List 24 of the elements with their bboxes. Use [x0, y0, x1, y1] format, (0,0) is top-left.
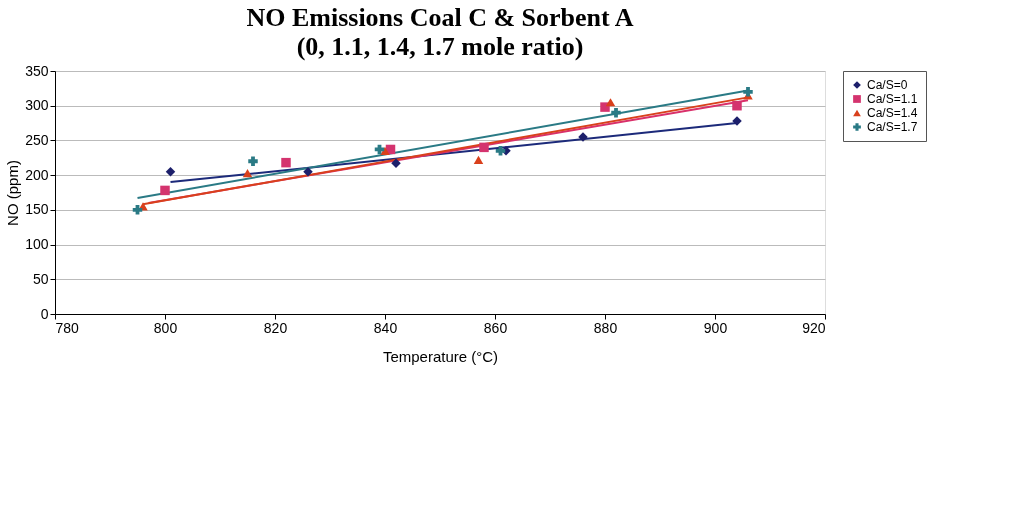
y-tick-label: 0	[40, 305, 49, 322]
y-tick-label: 100	[25, 236, 49, 253]
y-tick-label: 300	[25, 97, 49, 114]
x-tick-label: 920	[802, 319, 826, 336]
legend-label: Ca/S=1.4	[867, 106, 918, 120]
y-tick-label: 200	[25, 166, 49, 183]
x-tick-label: 880	[593, 319, 618, 336]
y-tick-label: 150	[25, 201, 49, 218]
chart-title: NO Emissions Coal C & Sorbent A	[246, 3, 634, 32]
x-tick-label: 780	[55, 319, 80, 336]
legend-label: Ca/S=1.1	[867, 92, 918, 106]
x-tick-label: 820	[263, 319, 288, 336]
x-tick-label: 860	[483, 319, 508, 336]
x-axis-title: Temperature (°C)	[382, 347, 499, 365]
y-tick-label: 50	[32, 270, 49, 287]
legend-label: Ca/S=1.7	[867, 120, 918, 134]
legend-label: Ca/S=0	[867, 78, 908, 92]
y-tick-label: 350	[25, 62, 49, 79]
y-axis-title: NO (ppm)	[4, 160, 22, 226]
chart-subtitle: (0, 1.1, 1.4, 1.7 mole ratio)	[296, 32, 584, 61]
x-tick-label: 900	[703, 319, 728, 336]
y-tick-label: 250	[25, 131, 49, 148]
x-tick-label: 840	[373, 319, 398, 336]
x-tick-label: 800	[153, 319, 178, 336]
